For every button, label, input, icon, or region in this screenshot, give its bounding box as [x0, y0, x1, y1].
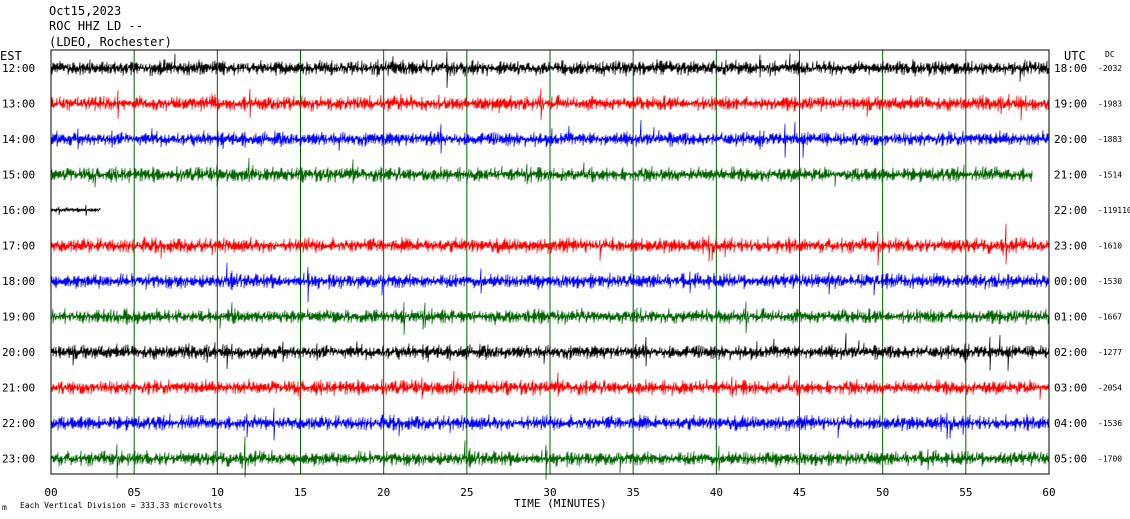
trace-1300 [50, 88, 1050, 121]
utc-hour-label: 18:00 [1054, 62, 1087, 75]
utc-hour-label: 23:00 [1054, 240, 1087, 253]
est-hour-label: 22:00 [2, 417, 35, 430]
x-tick-label: 45 [793, 486, 806, 499]
dc-offset-label: -1983 [1098, 100, 1122, 109]
est-hour-label: 17:00 [2, 240, 35, 253]
est-hour-label: 12:00 [2, 62, 35, 75]
trace-1500 [50, 157, 1033, 188]
x-tick-label: 15 [294, 486, 307, 499]
trace-1700 [50, 223, 1050, 266]
x-axis-label: TIME (MINUTES) [514, 497, 607, 510]
est-hour-label: 21:00 [2, 382, 35, 395]
x-tick-label: 00 [44, 486, 57, 499]
trace-1400 [50, 119, 1050, 158]
x-tick-label: 05 [128, 486, 141, 499]
utc-hour-label: 00:00 [1054, 275, 1087, 288]
dc-header: DC [1105, 50, 1115, 59]
minute-labels: 00 05 10 15 20 25 30 35 40 45 50 55 60 [44, 486, 1055, 499]
header-location: (LDEO, Rochester) [49, 35, 172, 49]
utc-hour-label: 22:00 [1054, 204, 1087, 217]
x-tick-label: 35 [627, 486, 640, 499]
est-hour-label: 23:00 [2, 453, 35, 466]
right-axis-label: UTC [1064, 49, 1086, 63]
est-hour-label: 15:00 [2, 169, 35, 182]
trace-2200 [50, 407, 1050, 441]
header-date: Oct15,2023 [49, 4, 121, 18]
x-tick-label: 55 [959, 486, 972, 499]
est-hour-label: 13:00 [2, 98, 35, 111]
x-tick-label: 20 [377, 486, 390, 499]
utc-hour-label: 19:00 [1054, 98, 1087, 111]
x-tick-label: 60 [1042, 486, 1055, 499]
trace-2100 [50, 370, 1050, 401]
trace-1200 [50, 51, 1050, 88]
x-tick-label: 40 [710, 486, 723, 499]
est-hour-label: 14:00 [2, 133, 35, 146]
x-tick-label: 25 [460, 486, 473, 499]
x-tick-label: 10 [211, 486, 224, 499]
dc-offset-label: -1883 [1098, 135, 1122, 144]
dc-offset-label: -1667 [1098, 313, 1122, 322]
utc-hour-label: 02:00 [1054, 346, 1087, 359]
dc-offset-label: -1530 [1098, 277, 1122, 286]
grid-lines [133, 50, 967, 474]
utc-hour-label: 21:00 [1054, 169, 1087, 182]
utc-hour-label: 03:00 [1054, 382, 1087, 395]
dc-offset-label: -1700 [1098, 455, 1122, 464]
dc-offset-label: -1610 [1098, 242, 1122, 251]
utc-hour-label: 01:00 [1054, 311, 1087, 324]
est-hour-label: 20:00 [2, 346, 35, 359]
trace-1600 [50, 204, 101, 216]
plot-frame [50, 49, 1050, 475]
trace-1800 [50, 262, 1050, 303]
utc-hour-label: 20:00 [1054, 133, 1087, 146]
x-tick-label: 30 [543, 486, 556, 499]
est-hour-label: 19:00 [2, 311, 35, 324]
dc-offset-label: -1536 [1098, 419, 1122, 428]
dc-offset-label: -2054 [1098, 384, 1122, 393]
trace-2300 [50, 436, 1050, 480]
utc-hour-label: 05:00 [1054, 453, 1087, 466]
header-station: ROC HHZ LD -- [49, 19, 143, 33]
corner-mark: m [2, 503, 7, 512]
dc-offset-label: -1514 [1098, 171, 1122, 180]
est-hour-label: 18:00 [2, 275, 35, 288]
hour-labels: 12:00 18:00 -2032 13:00 19:00 -1983 14:00 20:00… [2, 62, 1130, 466]
footer-scale-note: Each Vertical Division = 333.33 microvol… [20, 501, 222, 510]
trace-2000 [50, 332, 1050, 371]
trace-1900 [50, 301, 1050, 335]
left-axis-label: EST [0, 49, 22, 63]
dc-offset-label: -2032 [1098, 64, 1122, 73]
x-tick-label: 50 [876, 486, 889, 499]
dc-offset-label: -1277 [1098, 348, 1122, 357]
utc-hour-label: 04:00 [1054, 417, 1087, 430]
seismic-traces [50, 51, 1050, 480]
est-hour-label: 16:00 [2, 204, 35, 217]
